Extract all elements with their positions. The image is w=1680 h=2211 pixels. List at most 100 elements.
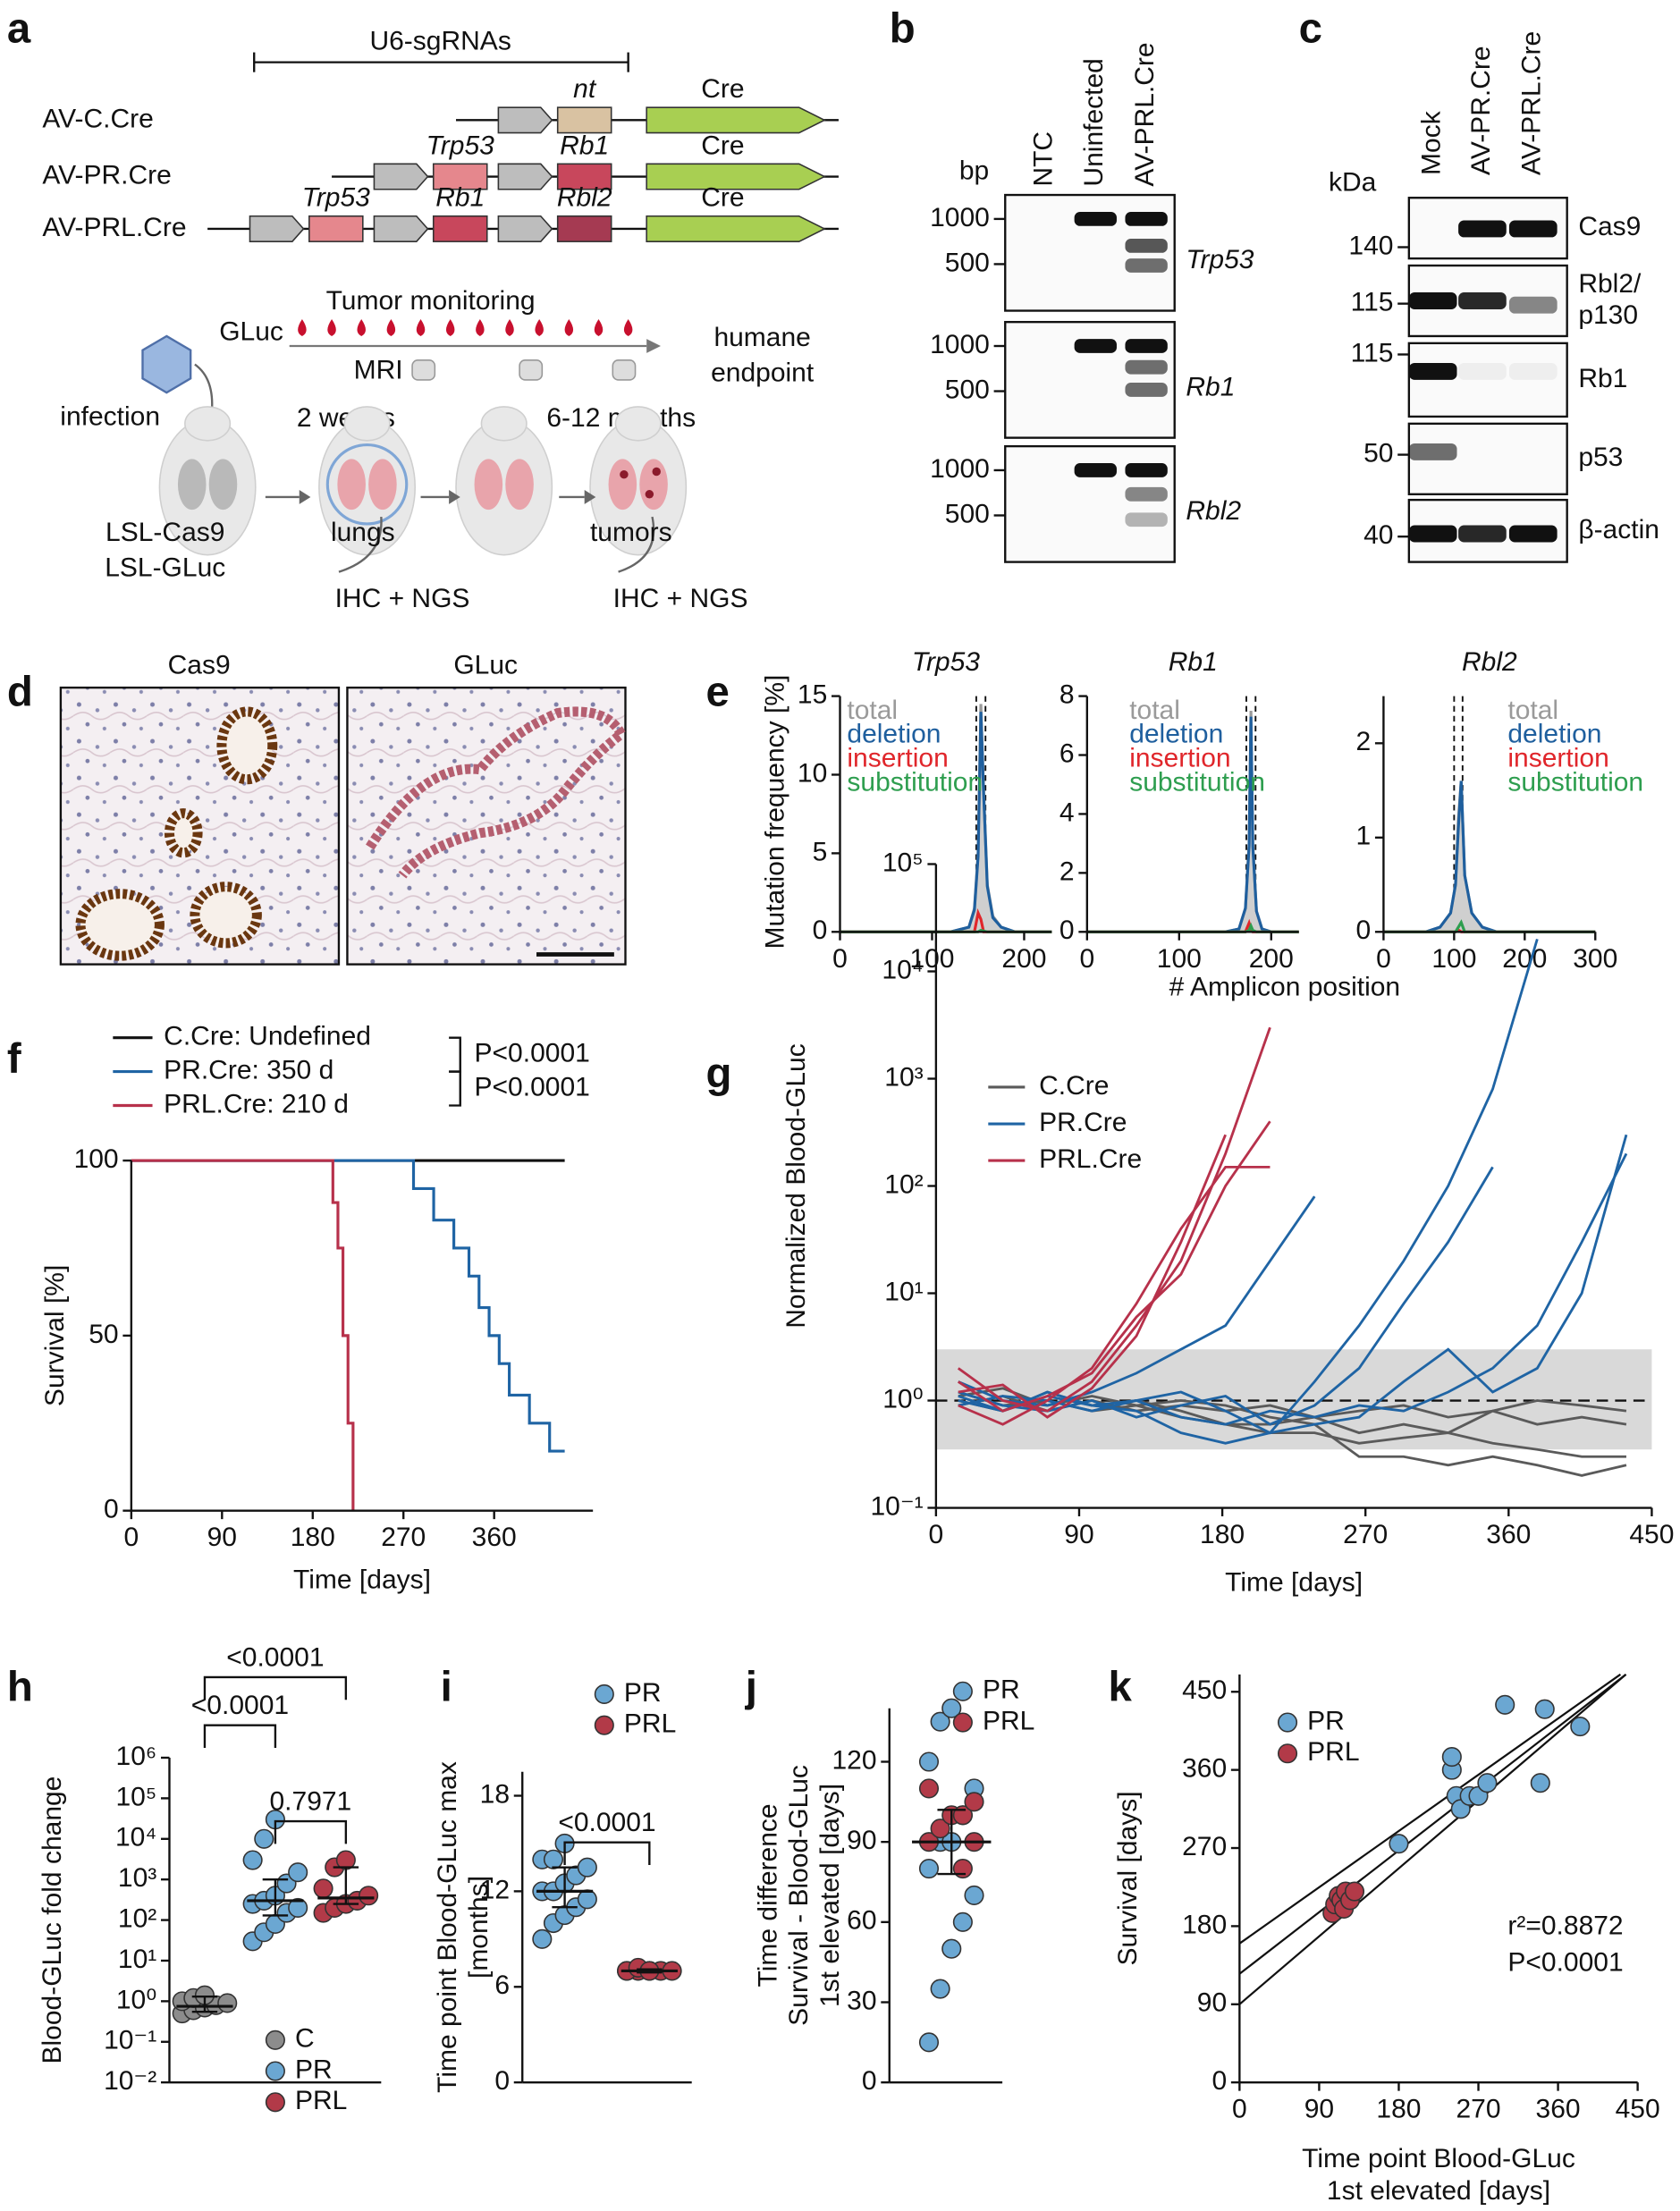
legend-label: C.Cre: Undefined	[164, 1022, 371, 1051]
gluc-trace	[958, 1165, 1271, 1426]
infection-label: infection	[60, 401, 160, 431]
gluc-trace	[957, 1120, 1271, 1413]
y-axis-label: [months]	[464, 1876, 494, 1979]
mouse-head	[184, 406, 232, 442]
panel-label: j	[745, 1664, 757, 1711]
tumor	[620, 469, 629, 479]
stained-airway	[190, 882, 262, 949]
y-tick-label: 120	[832, 1745, 876, 1775]
line	[840, 907, 1052, 933]
stained-airway	[75, 889, 165, 961]
y-tick-label: 0	[813, 916, 828, 945]
dot	[288, 1897, 308, 1918]
x-tick-label: 360	[472, 1523, 517, 1552]
legend-label: PR	[295, 2055, 333, 2084]
y-axis-label: Mutation frequency [%]	[760, 675, 789, 949]
significance-bracket	[563, 1841, 651, 1865]
y-tick-label: 4	[1059, 797, 1075, 827]
legend-marker	[265, 2092, 285, 2113]
y-tick-label: 180	[1182, 1910, 1227, 1939]
size-marker: 115	[1351, 288, 1394, 317]
promoter-arrow	[497, 163, 553, 190]
sgrna-label: Rb1	[435, 183, 485, 213]
y-tick-label: 10⁴	[882, 955, 923, 984]
blot	[1407, 422, 1568, 495]
lane-label: AV-PRL.Cre	[1130, 42, 1160, 186]
legend-label: PR.Cre	[1039, 1108, 1127, 1137]
legend-label: insertion	[1129, 744, 1230, 773]
lane-label: AV-PR.Cre	[1466, 46, 1496, 174]
band	[1125, 486, 1168, 502]
x-tick-label: 180	[291, 1523, 335, 1552]
y-tick-label: 0	[1356, 916, 1372, 945]
significance-bracket	[274, 1819, 348, 1844]
blood-drop	[476, 319, 485, 336]
band	[1125, 211, 1168, 226]
y-tick-label: 5	[813, 837, 828, 866]
lane-label: NTC	[1028, 131, 1058, 187]
band	[1125, 359, 1168, 375]
cre-arrow	[646, 106, 826, 134]
sample-arrow	[618, 516, 655, 573]
histology-image	[346, 686, 627, 966]
promoter-arrow	[497, 215, 553, 242]
y-tick-label: 15	[798, 680, 827, 710]
x-axis-label: Time point Blood-GLuc	[1302, 2144, 1575, 2173]
line	[1086, 716, 1299, 933]
blood-drop	[327, 319, 336, 336]
mri-icon	[411, 359, 436, 381]
x-axis-label: Time [days]	[293, 1565, 431, 1595]
dot	[254, 1828, 274, 1849]
band	[1458, 292, 1507, 309]
legend-marker	[1277, 1743, 1298, 1764]
legend-label: C	[295, 2024, 315, 2054]
size-marker: 500	[945, 375, 990, 404]
legend-label: insertion	[847, 744, 948, 773]
y-axis-label: Survival - Blood-GLuc	[784, 1765, 814, 2026]
blood-drop	[416, 319, 426, 336]
p-value: <0.0001	[226, 1642, 324, 1672]
legend-label: substitution	[1507, 767, 1643, 797]
legend-marker	[594, 1715, 614, 1735]
construct-name: AV-PR.Cre	[42, 160, 171, 190]
panel-label: b	[890, 4, 916, 52]
dot	[952, 1911, 973, 1932]
significance-bracket	[449, 1070, 461, 1107]
dot	[1441, 1747, 1462, 1768]
panel-label: h	[7, 1664, 33, 1711]
y-tick-label: 50	[89, 1320, 118, 1349]
size-marker: 500	[945, 499, 990, 528]
x-tick-label: 270	[381, 1523, 426, 1552]
lung	[337, 459, 366, 511]
chart-title: Trp53	[912, 647, 980, 677]
y-tick-label: 0	[104, 1495, 119, 1524]
dot	[288, 1862, 308, 1883]
reporter: GLuc	[219, 317, 283, 347]
x-tick-label: 450	[1616, 2095, 1660, 2124]
y-axis-label: 1st elevated [days]	[815, 1784, 845, 2007]
y-tick-label: 360	[1182, 1754, 1227, 1784]
survival-curve	[131, 1159, 565, 1453]
lung	[368, 459, 397, 511]
panel-label: a	[7, 4, 31, 52]
mri-icon	[612, 359, 637, 381]
protein-label: Rbl2/	[1578, 269, 1642, 299]
dot	[1495, 1694, 1515, 1715]
promoter-arrow	[497, 106, 553, 134]
y-tick-label: 0	[1059, 916, 1075, 945]
chart-title: Rb1	[1169, 647, 1218, 677]
legend-label: insertion	[1507, 744, 1608, 773]
band	[1458, 362, 1507, 380]
legend-label: total	[1507, 696, 1558, 725]
legend-label: total	[1129, 696, 1180, 725]
area	[1383, 781, 1596, 933]
y-tick-label: 2	[1356, 727, 1372, 756]
legend-marker	[1277, 1712, 1298, 1733]
gene-label: Trp53	[1186, 245, 1254, 274]
y-tick-label: 90	[847, 1826, 876, 1855]
y-tick-label: 10⁰	[116, 1985, 156, 2014]
significance-bracket	[449, 1036, 461, 1073]
p-value: <0.0001	[191, 1691, 289, 1720]
band	[1508, 296, 1558, 314]
